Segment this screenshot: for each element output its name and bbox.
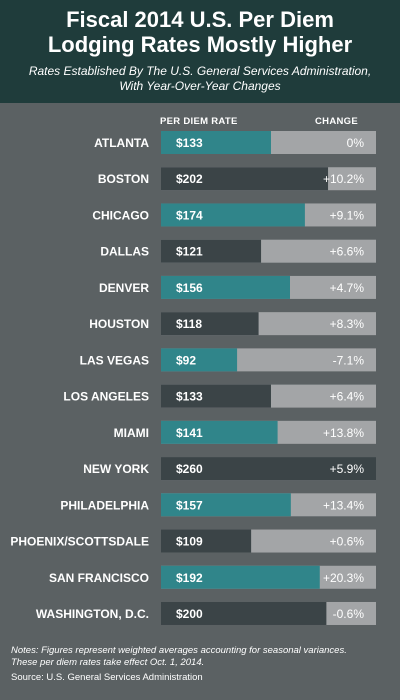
- value-label-denver: $156: [176, 281, 203, 295]
- category-label-boston: BOSTON: [98, 172, 149, 186]
- value-label-los-angeles: $133: [176, 390, 203, 404]
- notes-line-1: Notes: Figures represent weighted averag…: [11, 645, 347, 656]
- change-label-miami: +13.8%: [323, 426, 364, 440]
- value-label-las-vegas: $92: [176, 353, 196, 367]
- change-label-new-york: +5.9%: [330, 462, 365, 476]
- bar-miami: [161, 420, 278, 444]
- change-label-houston: +8.3%: [330, 317, 365, 331]
- value-label-chicago: $174: [176, 208, 203, 222]
- bar-denver: [161, 275, 290, 299]
- bar-new-york: [161, 457, 376, 481]
- category-label-atlanta: ATLANTA: [94, 136, 149, 150]
- value-label-phoenix-scottsdale: $109: [176, 535, 203, 549]
- chart-subtitle: Rates Established By The U.S. General Se…: [0, 64, 400, 94]
- category-label-los-angeles: LOS ANGELES: [63, 390, 149, 404]
- category-label-las-vegas: LAS VEGAS: [80, 353, 149, 367]
- value-label-san-francisco: $192: [176, 571, 203, 585]
- value-label-new-york: $260: [176, 462, 203, 476]
- category-label-phoenix-scottsdale: PHOENIX/SCOTTSDALE: [10, 535, 149, 549]
- change-label-phoenix-scottsdale: +0.6%: [330, 535, 365, 549]
- change-label-washington-d-c: -0.6%: [333, 607, 365, 621]
- category-label-philadelphia: PHILADELPHIA: [60, 498, 149, 512]
- change-label-boston: +10.2%: [323, 172, 364, 186]
- bar-los-angeles: [161, 384, 271, 408]
- change-label-las-vegas: -7.1%: [333, 353, 365, 367]
- column-header-change: CHANGE: [315, 116, 358, 127]
- category-label-denver: DENVER: [99, 281, 149, 295]
- category-label-san-francisco: SAN FRANCISCO: [49, 571, 149, 585]
- value-label-boston: $202: [176, 172, 203, 186]
- change-label-los-angeles: +6.4%: [330, 390, 365, 404]
- bar-philadelphia: [161, 493, 291, 517]
- title-line-2: Lodging Rates Mostly Higher: [47, 32, 353, 57]
- category-label-new-york: NEW YORK: [83, 462, 149, 476]
- category-label-chicago: CHICAGO: [92, 208, 149, 222]
- category-label-houston: HOUSTON: [89, 317, 149, 331]
- bar-atlanta: [161, 131, 271, 154]
- header-banner: Fiscal 2014 U.S. Per Diem Lodging Rates …: [0, 0, 400, 103]
- change-label-dallas: +6.6%: [330, 245, 365, 259]
- chart-title: Fiscal 2014 U.S. Per Diem Lodging Rates …: [0, 7, 400, 57]
- change-label-philadelphia: +13.4%: [323, 498, 364, 512]
- value-label-miami: $141: [176, 426, 203, 440]
- value-label-washington-d-c: $200: [176, 607, 203, 621]
- bar-las-vegas: [161, 348, 238, 372]
- subtitle-line-1: Rates Established By The U.S. General Se…: [28, 64, 372, 78]
- category-label-dallas: DALLAS: [100, 245, 149, 259]
- title-line-1: Fiscal 2014 U.S. Per Diem: [66, 7, 334, 32]
- value-label-philadelphia: $157: [176, 498, 203, 512]
- category-label-miami: MIAMI: [114, 426, 149, 440]
- chart-notes: Notes: Figures represent weighted averag…: [11, 645, 391, 669]
- bar-san-francisco: [161, 565, 320, 589]
- change-label-san-francisco: +20.3%: [323, 571, 364, 585]
- value-label-atlanta: $133: [176, 136, 203, 150]
- bar-houston: [161, 312, 259, 336]
- change-label-atlanta: 0%: [347, 136, 365, 150]
- bar-chicago: [161, 203, 305, 227]
- change-label-chicago: +9.1%: [330, 208, 365, 222]
- value-label-dallas: $121: [176, 245, 203, 259]
- category-label-washington-d-c: WASHINGTON, D.C.: [36, 607, 149, 621]
- notes-line-2: These per diem rates take effect Oct. 1,…: [11, 657, 205, 668]
- subtitle-line-2: With Year-Over-Year Changes: [119, 79, 281, 93]
- bar-phoenix-scottsdale: [161, 529, 252, 553]
- change-label-denver: +4.7%: [330, 281, 365, 295]
- bar-boston: [161, 167, 329, 191]
- value-label-houston: $118: [176, 317, 202, 331]
- chart-source: Source: U.S. General Services Administra…: [11, 672, 203, 683]
- bar-dallas: [161, 239, 262, 263]
- column-header-rate: PER DIEM RATE: [160, 116, 238, 127]
- bar-washington-d-c: [161, 601, 327, 625]
